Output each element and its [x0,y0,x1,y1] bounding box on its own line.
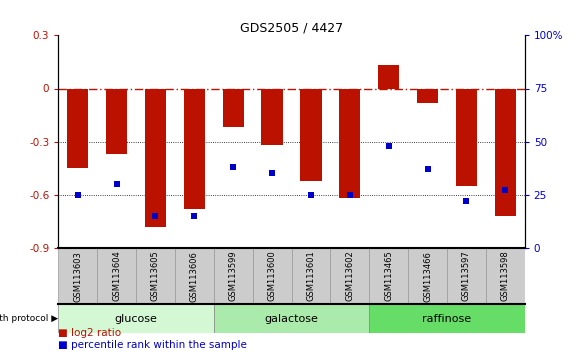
Bar [447,248,486,304]
Bar [369,304,525,333]
Text: GSM113605: GSM113605 [151,251,160,302]
Bar [106,88,127,154]
Bar [292,248,331,304]
Text: GSM113599: GSM113599 [229,251,238,302]
Text: GSM113602: GSM113602 [345,251,354,302]
Bar [136,248,175,304]
Text: ■ percentile rank within the sample: ■ percentile rank within the sample [58,341,247,350]
Bar [408,248,447,304]
Text: GSM113604: GSM113604 [112,251,121,302]
Bar [494,88,516,216]
Bar [378,65,399,88]
Bar [486,248,525,304]
Bar [58,248,97,304]
Text: raffinose: raffinose [423,314,472,324]
Text: GSM113606: GSM113606 [190,251,199,302]
Text: GSM113597: GSM113597 [462,251,471,302]
Bar [369,248,408,304]
Bar [175,248,214,304]
Text: glucose: glucose [115,314,157,324]
Bar [97,248,136,304]
Title: GDS2505 / 4427: GDS2505 / 4427 [240,21,343,34]
Text: growth protocol ▶: growth protocol ▶ [0,314,58,323]
Text: GSM113598: GSM113598 [501,251,510,302]
Bar [252,248,292,304]
Text: GSM113603: GSM113603 [73,251,82,302]
Text: GSM113465: GSM113465 [384,251,393,302]
Bar [456,88,477,186]
Bar [300,88,322,181]
Bar [214,248,252,304]
Text: GSM113601: GSM113601 [307,251,315,302]
Text: ■ log2 ratio: ■ log2 ratio [58,328,121,338]
Bar [67,88,89,168]
Text: GSM113600: GSM113600 [268,251,276,302]
Bar [417,88,438,103]
Bar [339,88,360,198]
Bar [184,88,205,209]
Bar [145,88,166,227]
Bar [223,88,244,127]
Bar [261,88,283,145]
Bar [331,248,369,304]
Bar [214,304,369,333]
Text: GSM113466: GSM113466 [423,251,432,302]
Bar [58,304,214,333]
Text: galactose: galactose [265,314,318,324]
